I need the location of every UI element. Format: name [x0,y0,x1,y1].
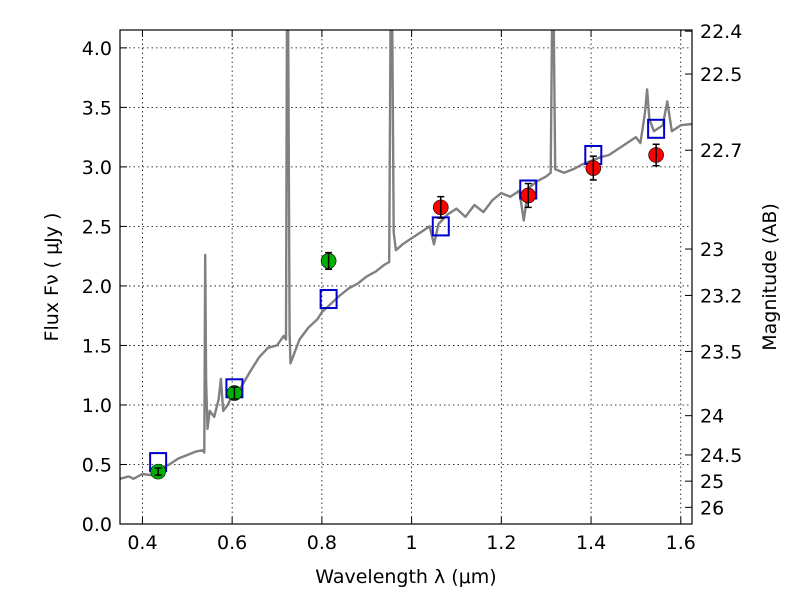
y-tick-label: 0.5 [82,454,112,476]
right-tick-label: 22.5 [700,64,742,86]
x-tick-label: 0.4 [127,532,157,554]
y-tick-label: 1.0 [82,395,112,417]
plot-frame [119,29,693,525]
right-tick-label: 26 [700,497,724,519]
plot-area [120,30,692,480]
right-tick-label: 24.5 [700,445,742,467]
y-tick-label: 0.0 [82,514,112,536]
y-tick-label: 2.0 [82,276,112,298]
y-tick-label: 2.5 [82,216,112,238]
y-axis: 0.0 0.5 1.0 1.5 2.0 2.5 3.0 3.5 4.0 [82,38,127,536]
x-tick-label: 0.8 [307,532,337,554]
right-tick-label: 25 [700,471,724,493]
x-tick-label: 0.6 [217,532,247,554]
x-tick-label: 1.4 [576,532,606,554]
spectrum-line [120,30,692,480]
x-tick-label: 1.6 [666,532,696,554]
y-tick-label: 3.5 [82,97,112,119]
right-tick-label: 24 [700,406,724,428]
y-axis-label: Flux Fν ( μJy ) [41,213,63,342]
x-tick-label: 1.2 [486,532,516,554]
model-photometry-point [647,118,666,139]
y-tick-label: 1.5 [82,335,112,357]
right-magnitude-axis: 22.4 22.5 22.7 23 23.2 23.5 24 24.5 25 26 [685,21,742,519]
right-tick-label: 22.4 [700,21,742,43]
y-tick-label: 3.0 [82,157,112,179]
x-axis-label: Wavelength λ (μm) [315,566,496,588]
right-tick-label: 22.7 [700,140,742,162]
y-tick-label: 4.0 [82,38,112,60]
right-tick-label: 23.5 [700,341,742,363]
right-tick-label: 23 [700,239,724,261]
x-axis: 0.4 0.6 0.8 1 1.2 1.4 1.6 [127,30,696,554]
model-photometry-point [319,289,338,310]
right-axis-label: Magnitude (AB) [759,203,781,351]
right-tick-label: 23.2 [700,285,742,307]
x-tick-label: 1 [406,532,418,554]
